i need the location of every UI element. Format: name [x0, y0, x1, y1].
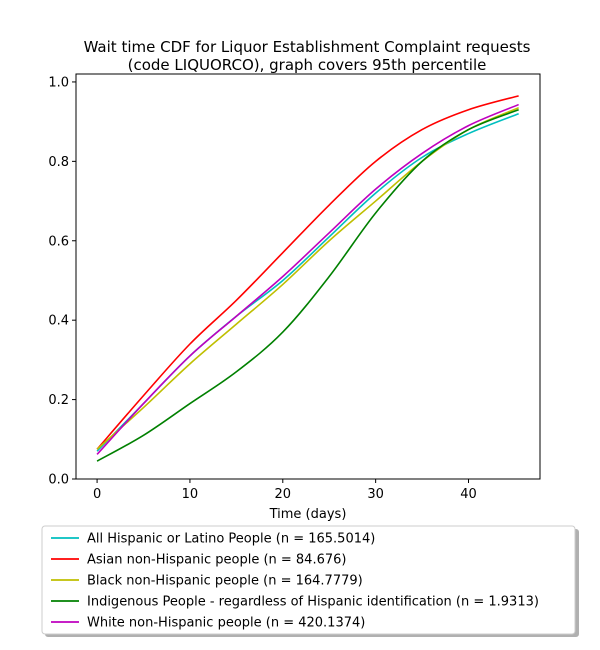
series-line-4 [96, 103, 519, 455]
y-tick-label: 0.0 [48, 473, 69, 488]
x-tick-label: 30 [367, 487, 384, 502]
y-axis: 0.0 0.2 0.4 0.6 0.8 1.0 [48, 75, 76, 488]
plot-area [76, 74, 540, 479]
y-tick-label: 0.2 [48, 393, 69, 408]
y-tick-label: 0.8 [48, 155, 69, 170]
legend-label-4: White non-Hispanic people (n = 420.1374) [87, 616, 365, 631]
legend: All Hispanic or Latino People (n = 165.5… [41, 525, 579, 637]
series-layer [96, 95, 519, 462]
y-tick-label: 0.4 [48, 314, 69, 329]
y-tick-label: 1.0 [48, 75, 69, 90]
x-tick-label: 10 [182, 487, 199, 502]
y-tick-label: 0.6 [48, 234, 69, 249]
series-line-1 [96, 95, 519, 450]
chart-title-line-1: Wait time CDF for Liquor Establishment C… [84, 38, 531, 56]
chart-title-line-2: (code LIQUORCO), graph covers 95th perce… [128, 56, 487, 74]
legend-label-2: Black non-Hispanic people (n = 164.7779) [87, 574, 363, 589]
legend-label-0: All Hispanic or Latino People (n = 165.5… [87, 532, 375, 547]
x-axis-label: Time (days) [269, 507, 347, 522]
series-line-3 [96, 108, 519, 462]
legend-items: All Hispanic or Latino People (n = 165.5… [51, 532, 539, 631]
x-tick-label: 40 [460, 487, 477, 502]
plot-frame [75, 73, 541, 480]
legend-label-3: Indigenous People - regardless of Hispan… [87, 595, 539, 610]
legend-box [41, 525, 576, 635]
x-tick-label: 0 [93, 487, 101, 502]
legend-label-1: Asian non-Hispanic people (n = 84.676) [87, 553, 346, 568]
x-tick-label: 20 [275, 487, 292, 502]
x-axis: 0 10 20 30 40 [93, 479, 477, 502]
